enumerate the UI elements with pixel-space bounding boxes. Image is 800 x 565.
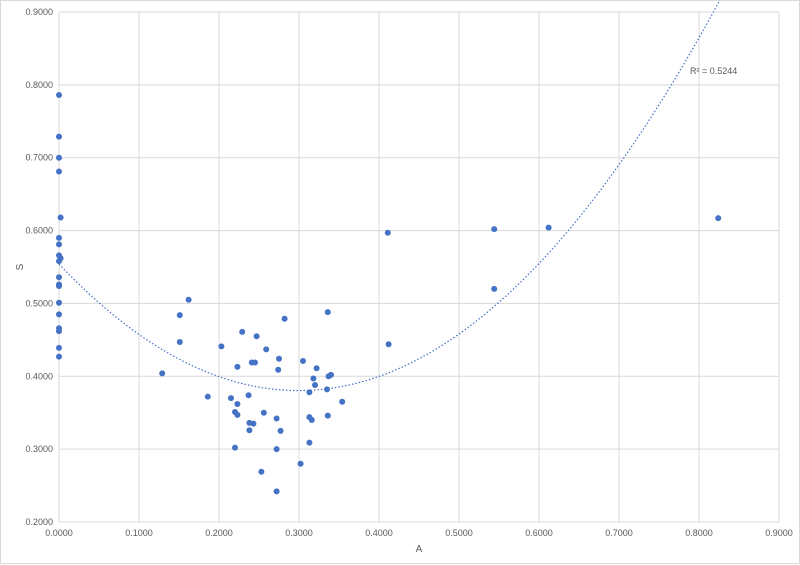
grid-lines [58, 11, 780, 523]
data-point [204, 393, 211, 400]
data-point [56, 133, 62, 140]
x-tick-label: 0.8000 [685, 528, 713, 538]
data-point [56, 241, 62, 248]
x-tick-label: 0.2000 [205, 528, 233, 538]
y-tick-label: 0.5000 [25, 298, 53, 308]
y-axis-title: S [15, 263, 26, 270]
trendline-r2-label: R² = 0.5244 [690, 66, 737, 76]
data-point [306, 389, 313, 396]
data-point [273, 446, 280, 453]
data-point [246, 427, 253, 434]
data-point [715, 215, 722, 222]
data-point [384, 229, 391, 236]
y-tick-label: 0.6000 [25, 226, 53, 236]
data-points [56, 92, 722, 495]
data-point [312, 382, 318, 389]
data-point [239, 328, 246, 335]
data-point [324, 309, 331, 316]
data-point [276, 355, 282, 362]
data-point [56, 311, 62, 318]
data-point [253, 333, 260, 340]
data-point [176, 312, 183, 319]
data-point [250, 420, 257, 427]
data-point [56, 328, 62, 335]
data-point [300, 357, 306, 364]
data-point [56, 168, 62, 175]
data-point [273, 415, 280, 422]
data-point [234, 363, 241, 370]
data-point [328, 371, 334, 378]
data-point [277, 427, 284, 434]
x-tick-label: 0.5000 [445, 528, 473, 538]
data-point [57, 214, 64, 221]
y-tick-label: 0.7000 [25, 153, 53, 163]
data-point [56, 258, 62, 265]
data-point [297, 460, 304, 467]
data-point [234, 411, 241, 418]
y-tick-label: 0.8000 [25, 80, 53, 90]
x-tick-label: 0.1000 [125, 528, 153, 538]
trendline [58, 1, 721, 392]
x-tick-label: 0.4000 [365, 528, 393, 538]
y-tick-label: 0.3000 [25, 444, 53, 454]
data-point [218, 343, 225, 350]
data-point [185, 296, 192, 303]
x-tick-label: 0.3000 [285, 528, 313, 538]
data-point [245, 392, 252, 399]
y-tick-label: 0.2000 [25, 517, 53, 527]
data-point [56, 274, 62, 281]
x-axis-title: A [416, 544, 423, 555]
data-point [491, 285, 498, 292]
data-point [491, 226, 498, 233]
data-point [232, 444, 238, 451]
data-point [324, 386, 330, 393]
data-point [258, 468, 265, 475]
y-tick-label: 0.4000 [25, 371, 53, 381]
data-point [281, 315, 288, 322]
data-point [545, 224, 552, 231]
data-point [310, 375, 317, 382]
data-point [56, 299, 62, 306]
data-point [176, 339, 183, 346]
data-point [324, 412, 331, 419]
data-point [260, 409, 267, 416]
data-point [159, 370, 166, 377]
data-point [56, 92, 62, 99]
data-point [234, 400, 241, 407]
trendline-layer [58, 1, 721, 392]
data-point [56, 154, 62, 161]
data-point [306, 439, 313, 446]
data-point [228, 395, 234, 402]
x-tick-label: 0.9000 [765, 528, 793, 538]
x-tick-label: 0.6000 [525, 528, 553, 538]
tick-labels: 0.0000 0.1000 0.2000 0.3000 0.4000 0.5000 0.60… [25, 7, 792, 538]
data-point [308, 417, 315, 423]
x-tick-label: 0.0000 [45, 528, 73, 538]
data-point [56, 234, 62, 241]
data-point [313, 365, 320, 372]
y-tick-label: 0.9000 [25, 7, 53, 17]
x-tick-label: 0.7000 [605, 528, 633, 538]
data-point [56, 282, 62, 289]
data-point [339, 398, 346, 405]
data-point [275, 366, 282, 373]
data-point [273, 488, 280, 495]
data-point [56, 353, 62, 360]
data-point [56, 344, 62, 351]
data-point [385, 341, 392, 348]
data-point [263, 346, 270, 353]
data-point [252, 359, 258, 366]
